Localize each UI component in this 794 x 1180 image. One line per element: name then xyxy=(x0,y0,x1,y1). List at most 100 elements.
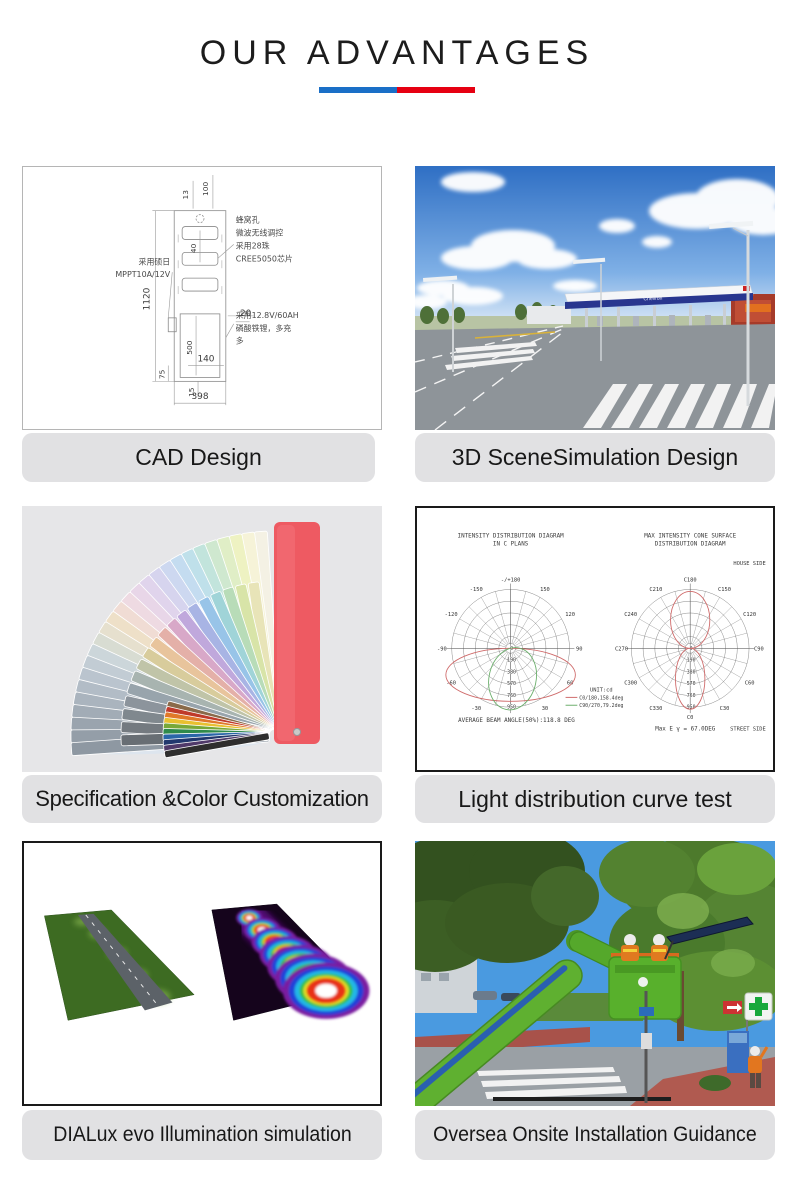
basket-rail xyxy=(611,953,679,959)
clouds xyxy=(415,172,775,309)
max-e-gamma-text: Max E γ = 67.0DEG xyxy=(655,727,716,733)
fuel-pumps xyxy=(597,315,711,326)
light-distribution-diagrams: -/+180 150 120 90 60 30 -30 -60 -90 -120 -150 0 190 3… xyxy=(437,533,766,733)
polar-curves-left xyxy=(445,647,576,711)
svg-text:60: 60 xyxy=(567,681,573,687)
svg-text:100: 100 xyxy=(201,181,210,195)
svg-text:C210: C210 xyxy=(649,587,662,593)
fan-cover-highlight xyxy=(277,525,295,741)
canopy-brand-text: Chevron xyxy=(643,296,662,303)
svg-text:13: 13 xyxy=(181,190,190,200)
pole-outline xyxy=(167,210,227,382)
svg-text:CREE5050芯片: CREE5050芯片 xyxy=(236,253,293,263)
legend-green-label: C90/270,79.2deg xyxy=(579,703,623,709)
caption-light-distribution: Light distribution curve test xyxy=(415,775,775,823)
svg-text:-30: -30 xyxy=(471,706,481,712)
crosswalk xyxy=(445,342,775,428)
svg-text:磷酸铁锂，多充: 磷酸铁锂，多充 xyxy=(236,323,292,333)
svg-text:C150: C150 xyxy=(718,587,731,593)
color-swatch-fan xyxy=(70,522,320,758)
caption-text: Oversea Onsite Installation Guidance xyxy=(433,1123,757,1146)
svg-text:140: 140 xyxy=(197,355,214,365)
svg-text:190: 190 xyxy=(687,658,696,664)
svg-text:C30: C30 xyxy=(720,706,730,712)
svg-text:-60: -60 xyxy=(446,681,456,687)
false-color-heatmap xyxy=(211,901,370,1021)
street-scene-render: Chevron xyxy=(415,166,775,430)
canopy-columns xyxy=(585,304,726,328)
lane-lines xyxy=(415,325,568,430)
card-cad-design: 13 100 40 1120 500 20 140 75 15 398 蜂窝孔 … xyxy=(22,166,382,430)
svg-text:C270: C270 xyxy=(615,646,628,652)
svg-text:0: 0 xyxy=(510,646,513,652)
card-3d-scene: Chevron xyxy=(415,166,775,430)
caption-text: 3D SceneSimulation Design xyxy=(451,444,739,470)
svg-text:-120: -120 xyxy=(445,612,458,618)
street-side-label: STREET SIDE xyxy=(730,727,766,733)
worker-on-ground xyxy=(748,1046,769,1088)
svg-text:1120: 1120 xyxy=(142,287,152,310)
svg-text:C180: C180 xyxy=(684,578,697,584)
svg-text:C60: C60 xyxy=(745,681,755,687)
svg-text:570: 570 xyxy=(507,681,516,687)
svg-text:MPPT10A/12V: MPPT10A/12V xyxy=(115,270,170,279)
svg-text:C0: C0 xyxy=(687,715,693,721)
caption-dialux-simulation: DIALux evo Illumination simulation xyxy=(22,1110,382,1160)
boom-lift xyxy=(415,930,682,1106)
svg-text:380: 380 xyxy=(507,669,516,675)
gas-station: Chevron xyxy=(527,284,775,328)
cad-technical-drawing: 13 100 40 1120 500 20 140 75 15 398 蜂窝孔 … xyxy=(115,174,299,406)
svg-text:380: 380 xyxy=(687,669,696,675)
svg-text:40: 40 xyxy=(189,243,198,253)
caption-text: Light distribution curve test xyxy=(458,785,732,812)
caption-installation-guidance: Oversea Onsite Installation Guidance xyxy=(415,1110,775,1160)
caption-3d-scene: 3D SceneSimulation Design xyxy=(415,433,775,482)
svg-text:C90: C90 xyxy=(754,646,764,652)
svg-text:20: 20 xyxy=(240,309,252,319)
svg-text:75: 75 xyxy=(157,369,166,379)
polar-grid-left: -/+180 150 120 90 60 30 -30 -60 -90 -120 -150 0 190 3… xyxy=(437,578,583,714)
svg-text:950: 950 xyxy=(687,705,696,711)
svg-text:采用28珠: 采用28珠 xyxy=(236,240,270,250)
installation-photo xyxy=(415,841,775,1106)
bush xyxy=(699,1075,731,1091)
svg-text:IN C PLANS: IN C PLANS xyxy=(493,541,529,547)
svg-text:-150: -150 xyxy=(470,587,483,593)
card-dialux-simulation xyxy=(22,841,382,1106)
svg-text:950: 950 xyxy=(507,705,516,711)
svg-text:蜂窝孔: 蜂窝孔 xyxy=(236,215,260,225)
svg-text:760: 760 xyxy=(687,693,696,699)
fan-pivot-screw xyxy=(293,728,301,736)
svg-text:采用12.8V/60AH: 采用12.8V/60AH xyxy=(236,310,299,320)
workers-in-basket xyxy=(621,934,668,961)
svg-text:微波无线调控: 微波无线调控 xyxy=(236,227,284,237)
svg-text:150: 150 xyxy=(540,587,550,593)
divider-red-segment xyxy=(397,87,475,93)
svg-text:30: 30 xyxy=(542,706,548,712)
solar-street-lights xyxy=(423,220,754,406)
sign-pole xyxy=(639,991,654,1103)
svg-text:C330: C330 xyxy=(649,706,662,712)
caption-color-customization: Specification &Color Customization xyxy=(22,775,382,823)
svg-text:190: 190 xyxy=(507,658,516,664)
svg-text:-90: -90 xyxy=(437,646,447,652)
svg-text:采用硕日: 采用硕日 xyxy=(139,256,171,266)
svg-text:500: 500 xyxy=(185,340,194,354)
polar-grid-right: C180 C150 C120 C90 C60 C30 C0 C330 C300 C270 C240 C… xyxy=(615,578,764,721)
svg-text:398: 398 xyxy=(191,392,208,402)
svg-text:570: 570 xyxy=(687,681,696,687)
svg-text:DISTRIBUTION DIAGRAM: DISTRIBUTION DIAGRAM xyxy=(655,541,726,547)
card-color-fan xyxy=(22,506,382,772)
tree-left xyxy=(415,841,599,972)
svg-text:760: 760 xyxy=(507,693,516,699)
right-diagram-title: MAX INTENSITY CONE SURFACE xyxy=(644,533,736,539)
crosswalk xyxy=(477,1067,627,1099)
dimension-labels: 13 100 40 1120 500 20 140 75 15 398 xyxy=(142,181,251,402)
title-divider xyxy=(319,87,475,93)
card-light-distribution: -/+180 150 120 90 60 30 -30 -60 -90 -120 -150 0 190 3… xyxy=(415,506,775,772)
svg-text:90: 90 xyxy=(576,646,582,652)
svg-text:-/+180: -/+180 xyxy=(501,578,520,584)
card-installation-photo xyxy=(415,841,775,1106)
polar-curves-right xyxy=(670,590,711,710)
grass-road-render xyxy=(44,909,195,1021)
